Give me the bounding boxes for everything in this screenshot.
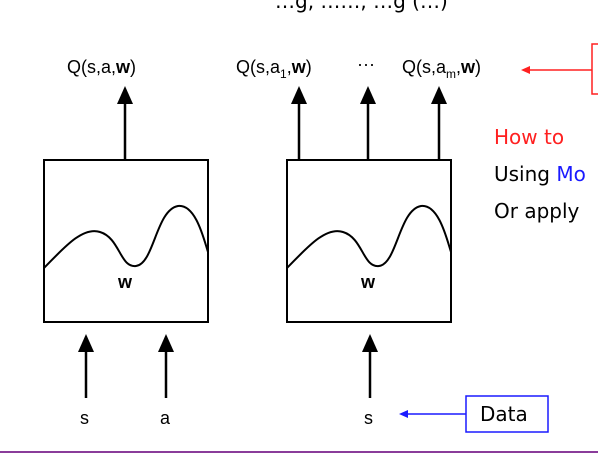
left-weight-label: w xyxy=(117,272,133,292)
left-function-curve xyxy=(43,205,209,269)
right-function-curve xyxy=(286,205,452,269)
output-callout xyxy=(521,43,598,95)
data-box xyxy=(465,395,549,433)
top-partial-title: …g, ……, …g (…) xyxy=(275,0,448,13)
data-callout: Data xyxy=(399,395,549,433)
right-output-ellipsis: ··· xyxy=(357,54,375,74)
side-text-line1: How to xyxy=(494,125,564,149)
data-box-label: Data xyxy=(480,402,528,426)
left-input-s: s xyxy=(80,408,89,428)
right-network-box xyxy=(286,159,452,323)
right-output-first-label: Q(s,a1,w) xyxy=(236,57,312,81)
side-text-line2: Using Mo xyxy=(494,162,586,186)
right-weight-label: w xyxy=(360,272,376,292)
right-output-last-label: Q(s,am,w) xyxy=(402,57,481,81)
left-input-a: a xyxy=(160,408,171,428)
side-text-line3: Or apply xyxy=(494,199,580,223)
red-callout-box xyxy=(591,43,598,95)
left-network-box xyxy=(43,159,209,323)
left-network: Q(s,a,w) w s a xyxy=(43,57,209,428)
left-output-label: Q(s,a,w) xyxy=(67,57,136,77)
right-input-s: s xyxy=(364,408,373,428)
right-network: Q(s,a1,w) ··· Q(s,am,w) w s xyxy=(236,54,481,428)
